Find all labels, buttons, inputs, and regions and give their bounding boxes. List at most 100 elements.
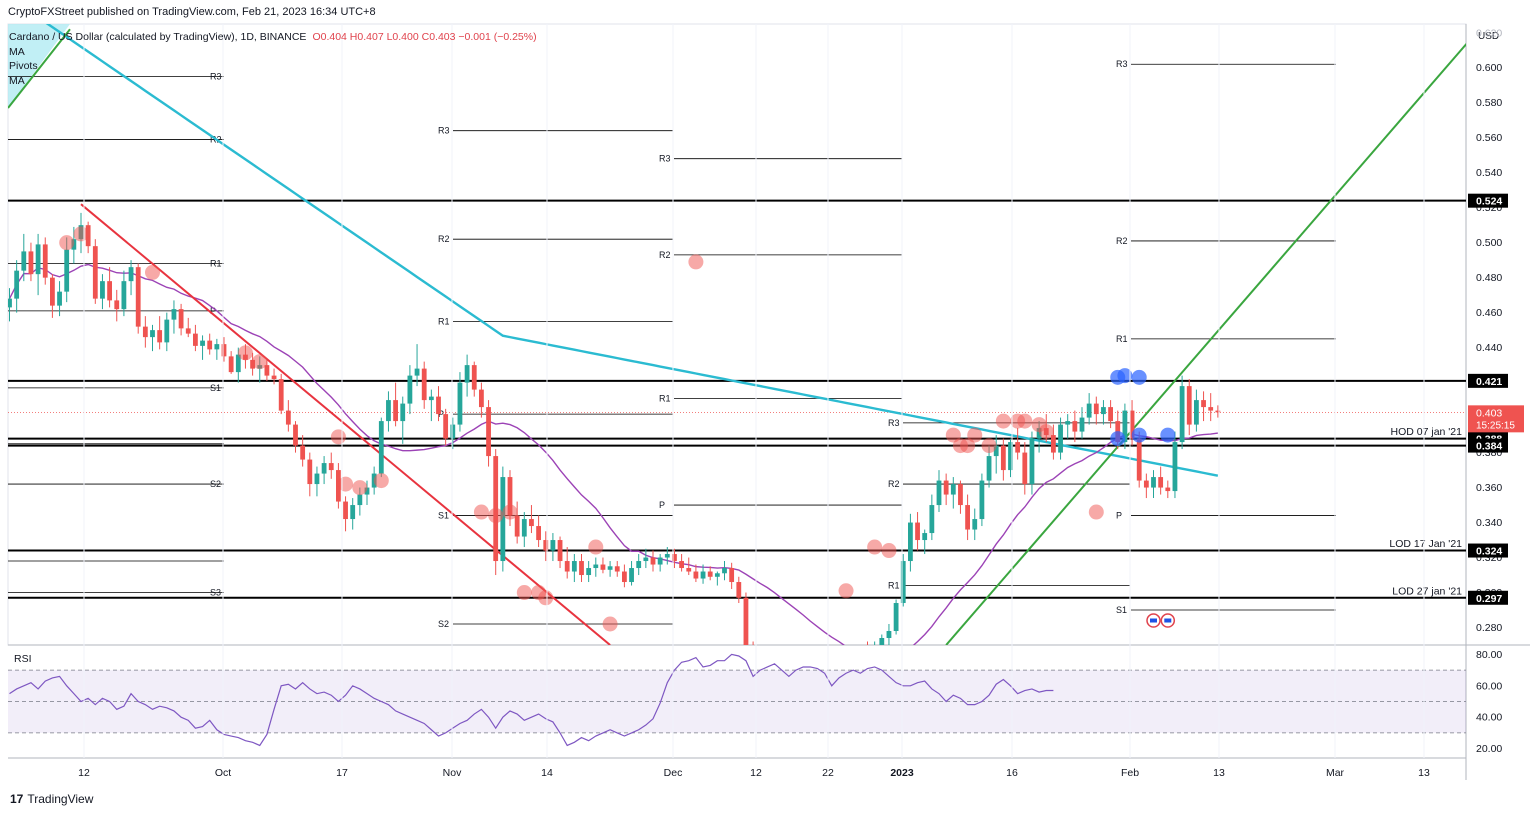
candle-0 — [8, 288, 12, 322]
price-tick-0.340: 0.340 — [1476, 517, 1502, 529]
candle-3 — [28, 242, 34, 282]
candle-125 — [900, 554, 906, 607]
time-tick-4: 14 — [541, 767, 553, 779]
candle-86 — [622, 564, 627, 588]
ohlc-values: O0.404 H0.407 L0.400 C0.403 −0.001 (−0.2… — [312, 31, 537, 43]
candle-body-107 — [772, 666, 777, 669]
signal-marker-red-19 — [867, 539, 883, 555]
level-badge-text-0.524: 0.524 — [1476, 196, 1502, 208]
ma-long-line — [45, 24, 1219, 477]
tradingview-logo-icon: 17 — [10, 792, 24, 806]
signal-marker-red-1 — [73, 226, 89, 242]
candle-61 — [443, 408, 449, 446]
candle-body-21 — [157, 330, 163, 343]
candle-6 — [50, 274, 55, 318]
candle-body-130 — [936, 480, 942, 506]
rsi-tick-40.00: 40.00 — [1476, 712, 1502, 724]
signal-marker-red-20 — [881, 543, 897, 559]
candle-body-31 — [228, 356, 234, 373]
candle-19 — [142, 316, 148, 348]
pivot-label-4-R1: R1 — [1116, 334, 1128, 344]
candle-152 — [1093, 396, 1099, 425]
candle-body-91 — [657, 557, 663, 565]
candle-body-135 — [972, 519, 978, 530]
candle-139 — [1000, 438, 1006, 481]
rsi-tick-20.00: 20.00 — [1476, 743, 1502, 755]
legend-indicator-ma-2[interactable]: MA — [9, 74, 25, 87]
candle-77 — [557, 536, 563, 569]
candle-76 — [550, 533, 556, 562]
candle-15 — [114, 289, 120, 322]
time-tick-11: 13 — [1213, 767, 1225, 779]
pivot-label-3-R1: R1 — [888, 581, 900, 591]
candle-7 — [57, 281, 62, 317]
candle-body-50 — [364, 487, 370, 495]
candle-20 — [150, 324, 155, 352]
candle-body-134 — [965, 505, 970, 530]
candle-body-70 — [507, 477, 513, 516]
candle-body-102 — [736, 582, 742, 598]
candle-body-92 — [664, 554, 670, 558]
candle-162 — [1165, 480, 1171, 499]
candle-121 — [874, 641, 876, 645]
signal-marker-blue-4 — [1131, 427, 1147, 443]
pivot-label-0-P: P — [210, 306, 216, 316]
rsi-tick-60.00: 60.00 — [1476, 680, 1502, 692]
candle-73 — [529, 505, 534, 534]
candle-17 — [128, 260, 134, 296]
level-badge-text-0.421: 0.421 — [1476, 376, 1502, 388]
candle-34 — [250, 352, 255, 376]
candle-30 — [221, 337, 227, 362]
candle-65 — [471, 361, 477, 397]
countdown-text: 15:25:15 — [1476, 420, 1515, 431]
candle-body-64 — [464, 365, 470, 383]
candle-159 — [1143, 473, 1149, 499]
candle-156 — [1122, 403, 1128, 450]
candle-74 — [536, 515, 541, 548]
signal-marker-red-31 — [1088, 504, 1104, 520]
candle-71 — [514, 501, 520, 544]
candle-body-14 — [107, 281, 112, 301]
rsi-line — [9, 653, 1054, 747]
signal-marker-red-11 — [502, 504, 518, 520]
candle-body-26 — [193, 333, 198, 346]
signal-marker-red-0 — [59, 235, 75, 251]
candle-body-163 — [1172, 442, 1178, 492]
candle-84 — [607, 561, 613, 577]
candle-96 — [693, 564, 699, 583]
candle-body-97 — [700, 571, 706, 579]
ma-short-line — [8, 263, 1218, 645]
candle-body-28 — [207, 340, 213, 350]
candle-body-49 — [357, 494, 363, 506]
candle-body-16 — [121, 281, 127, 310]
candle-body-66 — [479, 389, 484, 408]
candle-31 — [228, 351, 234, 374]
pivot-label-0-S3: S3 — [210, 588, 221, 598]
signal-marker-red-9 — [473, 504, 489, 520]
candle-4 — [35, 233, 41, 296]
downtrend-line — [80, 203, 611, 645]
candle-55 — [400, 396, 406, 444]
signal-marker-red-14 — [538, 590, 554, 606]
pivot-label-1-R3: R3 — [438, 126, 450, 136]
tradingview-logo[interactable]: 17 TradingView — [10, 792, 93, 806]
candle-56 — [407, 365, 413, 415]
candle-body-12 — [92, 246, 98, 299]
signal-marker-red-3 — [237, 345, 253, 361]
pivot-label-0-R3: R3 — [210, 71, 222, 81]
legend-indicator-pivots[interactable]: Pivots — [9, 60, 38, 73]
legend-indicator-ma-1[interactable]: MA — [9, 45, 25, 58]
candle-2 — [21, 233, 27, 282]
rsi-label: RSI — [14, 653, 32, 665]
pivot-label-0-S2: S2 — [210, 479, 221, 489]
candle-body-153 — [1101, 407, 1106, 415]
candle-body-146 — [1051, 435, 1056, 453]
candle-body-24 — [178, 309, 184, 329]
candle-body-62 — [450, 424, 456, 439]
candle-body-3 — [28, 251, 34, 275]
price-tick-0.280: 0.280 — [1476, 622, 1502, 634]
candle-body-30 — [221, 344, 227, 357]
candle-39 — [285, 400, 291, 432]
